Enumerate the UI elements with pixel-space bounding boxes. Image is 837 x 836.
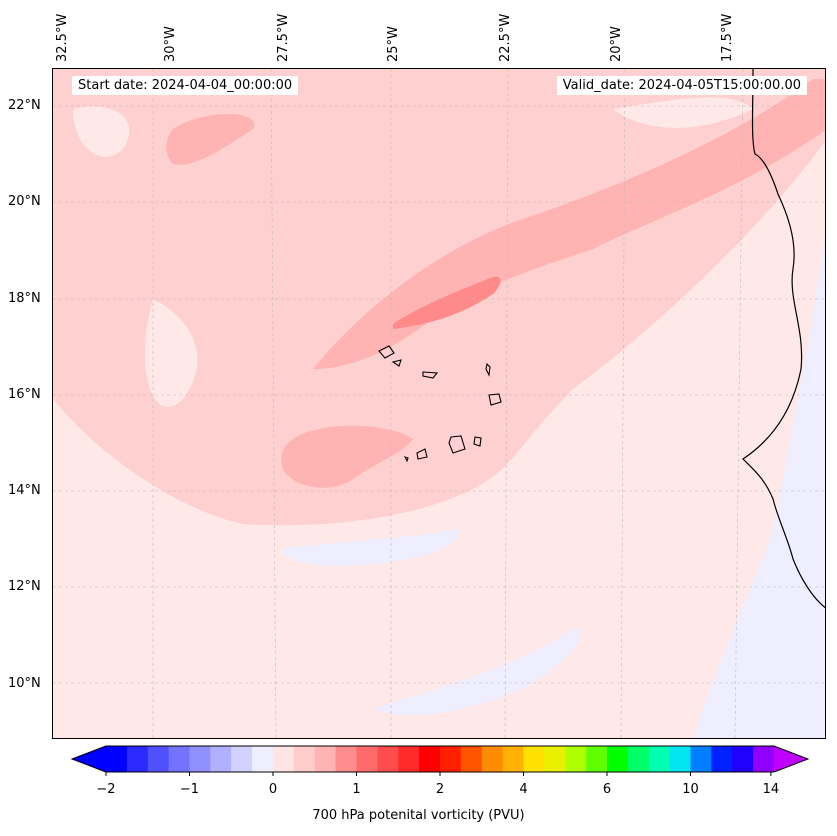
colorbar-segment xyxy=(648,746,671,772)
colorbar-segment xyxy=(335,746,358,772)
negative-pv-patch xyxy=(283,529,459,566)
colorbar-segment xyxy=(419,746,441,772)
colorbar-segment xyxy=(544,746,566,772)
colorbar-segment xyxy=(147,746,170,772)
colorbar-tick-label: 6 xyxy=(602,782,612,797)
colorbar-segment xyxy=(690,746,712,772)
colorbar-segment xyxy=(189,746,211,772)
colorbar-segment xyxy=(523,746,545,772)
colorbar-label: 700 hPa potenital vorticity (PVU) xyxy=(312,808,525,823)
colorbar-segment xyxy=(314,746,337,772)
negative-pv-region xyxy=(693,234,825,738)
colorbar-segment xyxy=(732,746,754,772)
lon-label-27-5w: 27.5°W xyxy=(276,13,291,62)
lat-label-18n: 18°N xyxy=(8,291,41,306)
light-pv-patch xyxy=(613,97,753,128)
colorbar-tick-label: 2 xyxy=(435,782,445,797)
colorbar-tick-label: 0 xyxy=(268,782,278,797)
lat-label-20n: 20°N xyxy=(8,194,41,209)
colorbar-segment xyxy=(126,746,149,772)
lat-label-10n: 10°N xyxy=(8,676,41,691)
positive-pv-patch xyxy=(281,425,413,488)
colorbar-segment xyxy=(565,746,587,772)
lon-label-22-5w: 22.5°W xyxy=(498,13,513,62)
colorbar-segment xyxy=(252,746,274,772)
lon-label-17-5w: 17.5°W xyxy=(720,13,735,62)
colorbar-segment xyxy=(293,746,316,772)
positive-pv-core xyxy=(393,276,501,329)
pv-field-map xyxy=(53,69,825,738)
colorbar-segment xyxy=(586,746,608,772)
colorbar-outline xyxy=(70,745,810,773)
lon-label-25w: 25°W xyxy=(386,26,401,62)
colorbar-segment xyxy=(106,746,128,772)
colorbar-tick-label: 14 xyxy=(762,782,780,797)
colorbar-segment xyxy=(210,746,232,772)
colorbar-segment xyxy=(273,746,295,772)
colorbar-segments xyxy=(70,745,810,776)
colorbar-tick-label: −1 xyxy=(179,782,200,797)
lon-label-30w: 30°W xyxy=(163,26,178,62)
start-date-label: Start date: 2024-04-04_00:00:00 xyxy=(72,76,299,95)
colorbar-segment xyxy=(502,746,525,772)
colorbar-segment xyxy=(231,746,253,772)
colorbar-tick-label: −2 xyxy=(96,782,116,797)
colorbar-segment xyxy=(669,746,692,772)
lat-label-16n: 16°N xyxy=(8,387,41,402)
colorbar-tick-label: 4 xyxy=(519,782,528,797)
light-pv-patch xyxy=(144,299,198,407)
coastline xyxy=(742,69,825,609)
negative-pv-patch xyxy=(373,629,581,716)
colorbar-segment xyxy=(753,746,775,772)
colorbar-high-extend xyxy=(774,746,808,772)
cape-verde-islands xyxy=(378,345,502,463)
colorbar-segment xyxy=(168,746,191,772)
colorbar-segment xyxy=(481,746,504,772)
positive-pv-patch xyxy=(166,114,255,165)
graticule xyxy=(53,69,825,738)
positive-pv-ribbon xyxy=(313,79,825,369)
lat-label-22n: 22°N xyxy=(8,98,41,113)
colorbar-segment xyxy=(607,746,629,772)
lon-label-32-5w: 32.5°W xyxy=(55,13,70,62)
lon-label-20w: 20°W xyxy=(609,26,624,62)
colorbar-segment xyxy=(460,746,483,772)
colorbar-tick-label: 1 xyxy=(352,782,361,797)
colorbar-segment xyxy=(398,746,420,772)
map-panel xyxy=(52,68,826,739)
colorbar-segment xyxy=(440,746,462,772)
colorbar-segment xyxy=(711,746,733,772)
lat-label-12n: 12°N xyxy=(8,579,41,594)
valid-date-label: Valid_date: 2024-04-05T15:00:00.00 xyxy=(556,76,807,95)
colorbar-segment xyxy=(356,746,378,772)
colorbar-tick-label: 10 xyxy=(682,782,699,797)
colorbar-low-extend xyxy=(72,746,106,772)
colorbar-segment xyxy=(377,746,399,772)
light-pv-patch xyxy=(73,106,130,157)
lat-label-14n: 14°N xyxy=(8,483,41,498)
colorbar-segment xyxy=(627,746,650,772)
